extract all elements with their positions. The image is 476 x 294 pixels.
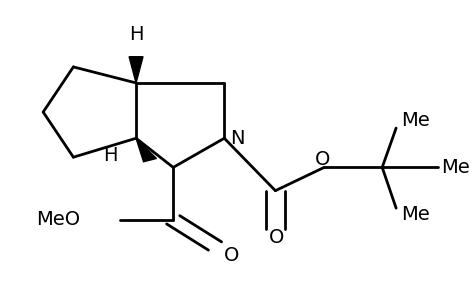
Text: H: H (129, 24, 143, 44)
Text: MeO: MeO (36, 210, 80, 229)
Text: Me: Me (401, 205, 429, 224)
Text: N: N (230, 129, 244, 148)
Text: O: O (315, 150, 330, 169)
Text: H: H (103, 146, 118, 165)
Text: O: O (224, 246, 239, 265)
Text: O: O (268, 228, 284, 247)
Polygon shape (129, 57, 143, 83)
Text: Me: Me (441, 158, 469, 177)
Polygon shape (136, 138, 157, 162)
Text: Me: Me (401, 111, 429, 130)
